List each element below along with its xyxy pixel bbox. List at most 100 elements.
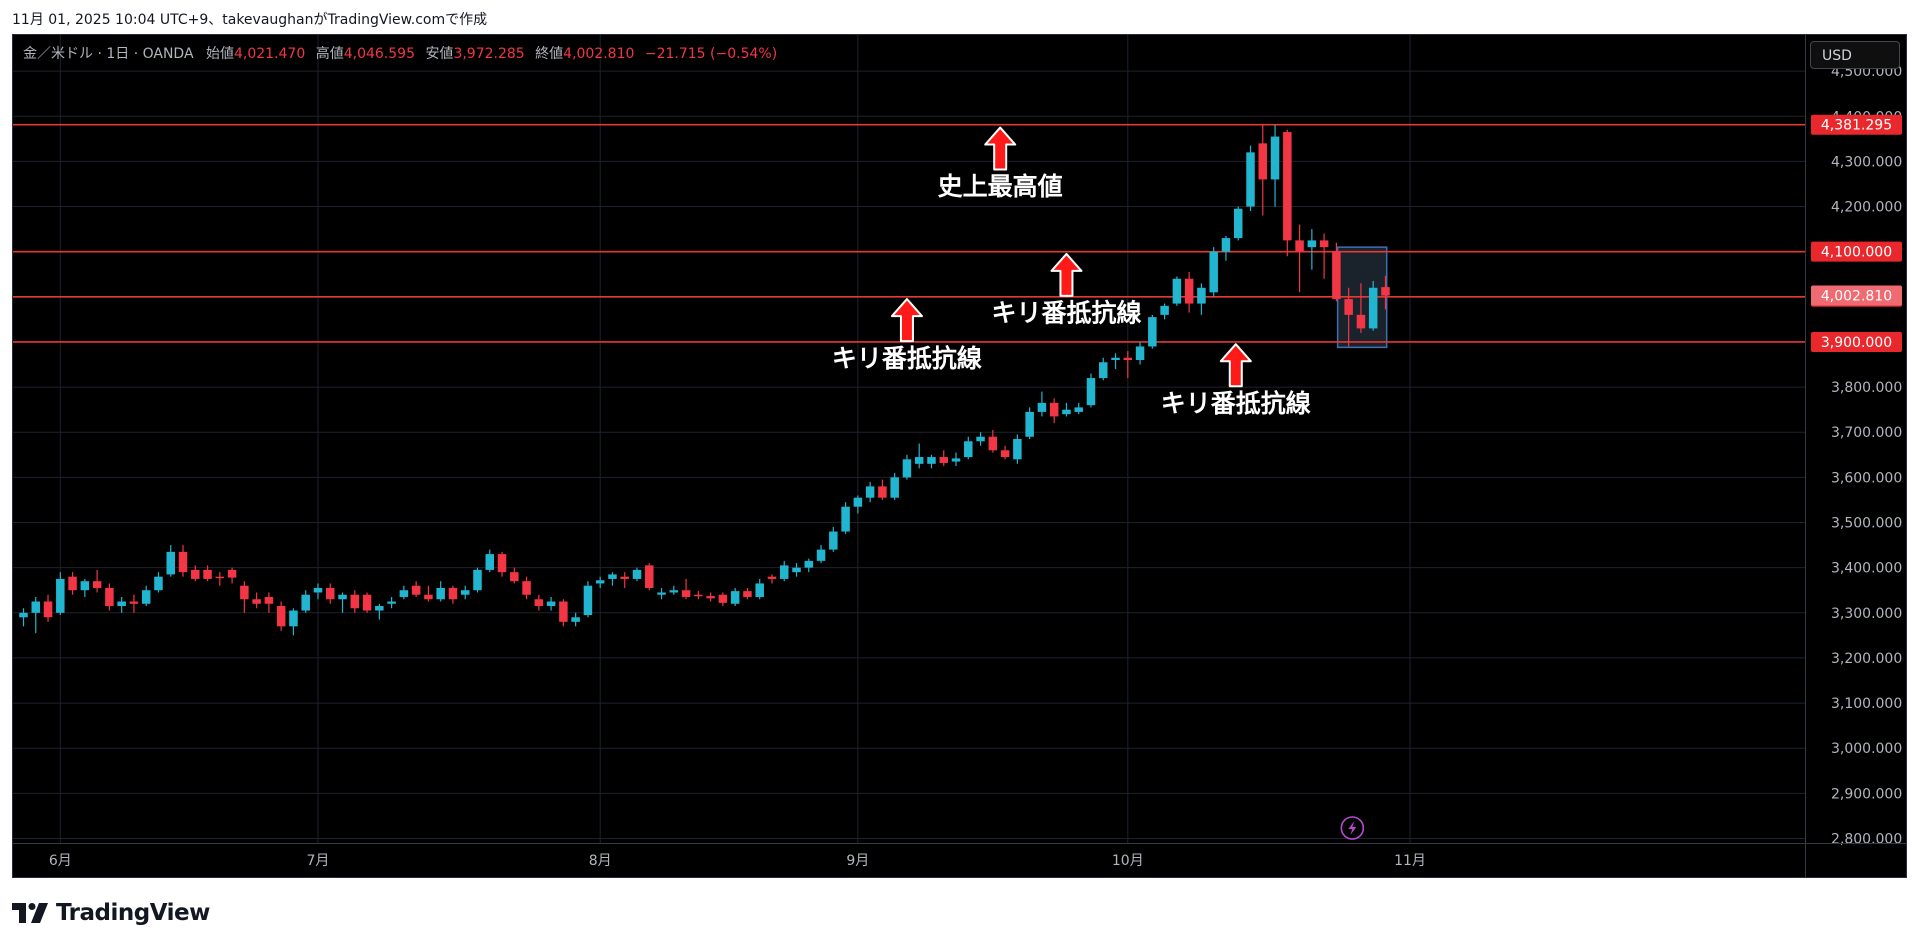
candle: [1221, 235, 1231, 261]
candle-body: [804, 560, 814, 568]
price-tick-label: 4,300.000: [1831, 154, 1902, 170]
candle-body: [1332, 251, 1341, 300]
candle: [326, 583, 335, 604]
candle: [706, 592, 715, 602]
candle: [178, 545, 188, 577]
price-label-bg: [1811, 241, 1902, 262]
candle-body: [19, 612, 28, 618]
candle: [571, 612, 580, 627]
candle-body: [117, 601, 126, 607]
candle-body: [1148, 317, 1157, 347]
candle-body: [632, 569, 642, 579]
legend-low-value: 3,972.285: [453, 46, 525, 62]
candle: [1049, 398, 1059, 424]
price-scale-bg: [1805, 35, 1906, 877]
candle: [1184, 271, 1194, 313]
candle: [681, 578, 691, 600]
price-tick-label: 3,500.000: [1831, 516, 1902, 532]
price-label-text: 3,900.000: [1821, 335, 1892, 351]
candle-body: [387, 601, 396, 604]
candle-body: [510, 572, 519, 582]
candle-body: [399, 590, 409, 597]
candle: [1233, 206, 1243, 241]
candle: [166, 545, 175, 577]
price-label-text: 4,381.295: [1821, 118, 1892, 134]
candle: [399, 585, 409, 600]
candle: [227, 567, 237, 584]
candle-body: [1049, 402, 1059, 417]
line-price-label: 4,100.000: [1811, 241, 1902, 262]
candle: [387, 596, 396, 609]
candle-body: [1209, 251, 1218, 293]
candle: [1344, 287, 1353, 347]
price-tick-label: 3,300.000: [1831, 606, 1902, 622]
candle: [43, 594, 53, 622]
candle: [1332, 242, 1341, 302]
candle: [1295, 224, 1304, 293]
tradingview-logo-text: TradingView: [56, 900, 210, 926]
time-axis-bg: [13, 843, 1805, 877]
candle: [215, 572, 225, 586]
candle: [338, 592, 347, 613]
candle-body: [694, 594, 703, 597]
candle: [865, 481, 875, 503]
candle-body: [350, 594, 360, 609]
candle-body: [951, 458, 961, 462]
candle-body: [718, 594, 728, 603]
candle: [890, 472, 899, 500]
candle-body: [1025, 411, 1034, 437]
candle-body: [31, 601, 41, 613]
candle: [129, 594, 139, 613]
price-tick-label: 3,600.000: [1831, 470, 1902, 486]
candle-body: [645, 565, 654, 588]
candle: [914, 443, 924, 469]
candle: [448, 585, 458, 604]
candle: [301, 590, 310, 613]
candle-body: [338, 594, 347, 600]
candle-body: [608, 574, 617, 579]
candle-body: [1074, 407, 1083, 412]
candle-body: [890, 477, 899, 498]
candle: [853, 495, 863, 514]
candle: [1000, 445, 1010, 460]
tradingview-logo[interactable]: TradingView: [12, 900, 210, 926]
price-label-bg: [1811, 331, 1902, 352]
price-tick-label: 4,200.000: [1831, 200, 1902, 216]
lightning-bolt: [1348, 821, 1357, 835]
candle-body: [460, 590, 470, 595]
candle-body: [1221, 238, 1231, 252]
chart-frame[interactable]: 史上最高値 キリ番抵抗線 キリ番抵抗線 キリ番抵抗線 2,800.000 2,900.00…: [12, 34, 1907, 878]
lightning-icon: [1340, 816, 1365, 840]
annotation: 史上最高値: [938, 126, 1063, 201]
candle: [485, 549, 495, 573]
arrow-up-icon: [890, 298, 923, 343]
candle: [951, 452, 961, 467]
candle: [1086, 373, 1096, 408]
candle: [1209, 247, 1218, 297]
currency-selector[interactable]: USD: [1810, 41, 1900, 69]
candle-body: [902, 459, 912, 478]
candle: [1160, 303, 1169, 320]
price-label-bg: [1811, 114, 1902, 135]
candle: [546, 596, 556, 611]
candle-body: [681, 590, 691, 597]
candle: [1368, 281, 1378, 331]
candle-body: [313, 587, 323, 593]
candle-body: [779, 565, 789, 579]
candle-body: [1099, 362, 1108, 379]
candle: [1356, 283, 1366, 333]
candle-body: [166, 551, 175, 575]
candle: [510, 567, 519, 584]
candle-body: [203, 569, 212, 579]
candle: [632, 567, 642, 582]
candle: [117, 596, 126, 613]
candle: [1111, 353, 1120, 370]
candle-body: [988, 436, 998, 451]
candle-body: [755, 583, 764, 597]
candle-body: [485, 554, 495, 570]
candle: [534, 594, 544, 611]
price-chart[interactable]: 史上最高値キリ番抵抗線キリ番抵抗線キリ番抵抗線2,800.0002,900.00…: [13, 35, 1906, 877]
candle: [497, 551, 507, 577]
candle: [1099, 357, 1108, 381]
annotation-label: キリ番抵抗線: [991, 299, 1141, 328]
